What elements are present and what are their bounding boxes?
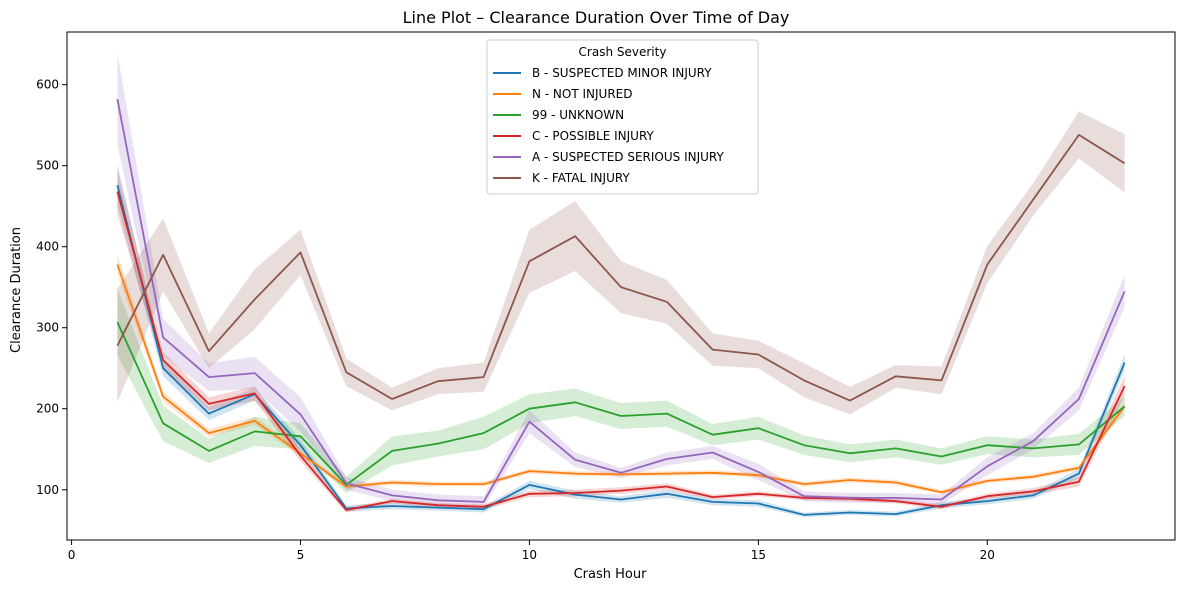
y-tick-label: 500 bbox=[36, 159, 59, 173]
x-tick-label: 0 bbox=[68, 548, 76, 562]
legend-entry-5: K - FATAL INJURY bbox=[532, 171, 630, 185]
y-axis: 100 200 300 400 500 600 bbox=[36, 78, 67, 497]
series-line-4 bbox=[116, 99, 1126, 503]
ci-band-5 bbox=[117, 111, 1125, 415]
legend-entry-1: N - NOT INJURED bbox=[532, 87, 633, 101]
ci-band-0 bbox=[117, 164, 1125, 518]
legend-entry-4: A - SUSPECTED SERIOUS INJURY bbox=[532, 150, 724, 164]
y-tick-label: 600 bbox=[36, 78, 59, 92]
x-tick-label: 15 bbox=[751, 548, 766, 562]
y-tick-label: 300 bbox=[36, 321, 59, 335]
y-tick-label: 400 bbox=[36, 240, 59, 254]
confidence-bands bbox=[117, 53, 1125, 518]
y-axis-label: Clearance Duration bbox=[9, 227, 24, 353]
legend-entry-3: C - POSSIBLE INJURY bbox=[532, 129, 655, 143]
legend-entry-0: B - SUSPECTED MINOR INJURY bbox=[532, 66, 712, 80]
x-tick-label: 5 bbox=[297, 548, 305, 562]
plot-frame bbox=[66, 31, 1176, 541]
series-line-0 bbox=[116, 184, 1126, 516]
ci-band-2 bbox=[117, 288, 1125, 493]
legend-box bbox=[486, 39, 759, 195]
series-line-3 bbox=[116, 191, 1126, 511]
x-axis: 0 5 10 15 20 bbox=[68, 540, 995, 562]
y-tick-label: 200 bbox=[36, 402, 59, 416]
legend: Crash Severity B - SUSPECTED MINOR INJURY… bbox=[486, 39, 759, 195]
ci-band-3 bbox=[117, 168, 1125, 513]
y-tick-label: 100 bbox=[36, 483, 59, 497]
series-line-5 bbox=[116, 133, 1126, 402]
series-lines bbox=[116, 99, 1126, 516]
legend-entry-2: 99 - UNKNOWN bbox=[532, 108, 624, 122]
legend-title: Crash Severity bbox=[579, 45, 667, 59]
x-axis-label: Crash Hour bbox=[574, 567, 648, 582]
x-tick-label: 20 bbox=[980, 548, 995, 562]
x-tick-label: 10 bbox=[522, 548, 537, 562]
chart-title: Line Plot – Clearance Duration Over Time… bbox=[403, 8, 790, 27]
